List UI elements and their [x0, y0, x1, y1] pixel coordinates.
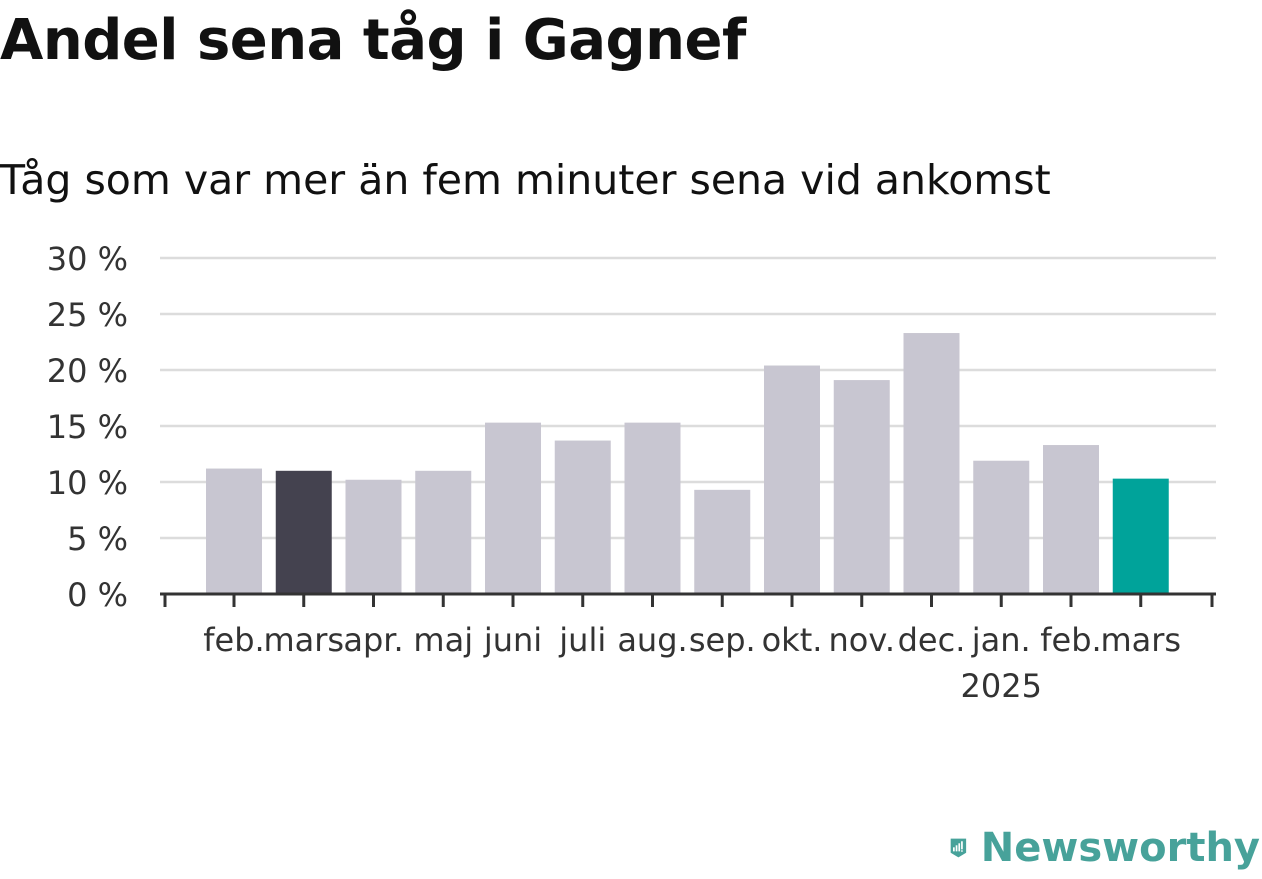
- bar: [1043, 445, 1099, 594]
- y-tick-label: 25 %: [47, 296, 128, 334]
- bar: [624, 422, 681, 594]
- bar: [206, 468, 262, 594]
- x-tick-label: mars: [1100, 621, 1181, 659]
- bar: [345, 479, 402, 594]
- x-tick-label: aug.: [617, 621, 687, 659]
- y-tick-label: 15 %: [47, 408, 128, 446]
- x-tick-label: sep.: [689, 621, 756, 659]
- y-tick-label: 0 %: [67, 576, 128, 614]
- bar: [833, 380, 890, 594]
- x-tick-label: nov.: [829, 621, 895, 659]
- bar: [764, 365, 820, 594]
- bar: [973, 460, 1030, 594]
- x-tick-label: okt.: [762, 621, 823, 659]
- brand-name: Newsworthy: [980, 825, 1260, 871]
- chart-subtitle: Tåg som var mer än fem minuter sena vid …: [0, 156, 1051, 204]
- x-tick-label: dec.: [898, 621, 966, 659]
- bar: [485, 422, 541, 594]
- y-tick-label: 5 %: [67, 520, 128, 558]
- chart-title: Andel sena tåg i Gagnef: [0, 8, 746, 73]
- newsworthy-brand: Newsworthy: [950, 818, 1260, 878]
- bar: [1112, 478, 1169, 594]
- y-tick-label: 20 %: [47, 352, 128, 390]
- x-year-label: 2025: [961, 667, 1042, 705]
- grid-lines: [160, 256, 1216, 540]
- bar: [415, 470, 472, 594]
- x-tick-label: feb.: [1040, 621, 1101, 659]
- x-axis: feb.mars apr. maj juni juli aug. sep. okt. nov. d…: [160, 592, 1216, 705]
- bar: [554, 440, 611, 594]
- y-tick-label: 30 %: [47, 240, 128, 278]
- bar: [903, 333, 960, 594]
- y-axis-ticks: 0 % 5 % 10 % 15 % 20 % 25 % 30 %: [47, 240, 128, 614]
- x-tick-label: juli: [558, 621, 606, 659]
- bar: [694, 489, 751, 594]
- x-tick-label: maj: [413, 621, 473, 659]
- bar: [275, 470, 332, 594]
- x-tick-label: feb.: [203, 621, 264, 659]
- bars: [206, 333, 1169, 594]
- y-tick-label: 10 %: [47, 464, 128, 502]
- x-tick-label: juni: [483, 621, 542, 659]
- x-tick-label: jan.: [971, 621, 1031, 659]
- x-tick-label: mars: [263, 621, 344, 659]
- newsworthy-logo-icon: [950, 838, 967, 858]
- x-tick-label: apr.: [343, 621, 403, 659]
